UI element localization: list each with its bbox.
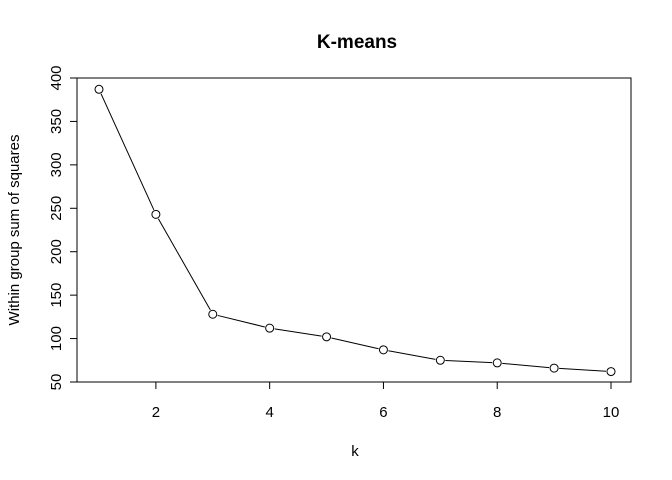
data-point <box>436 356 444 364</box>
y-tick-label: 200 <box>48 239 65 264</box>
y-tick-label: 400 <box>48 65 65 90</box>
x-tick-label: 10 <box>603 404 620 421</box>
data-point <box>152 210 160 218</box>
x-tick-label: 8 <box>493 404 501 421</box>
y-axis-title: Within group sum of squares <box>6 135 23 326</box>
series-line-segment <box>101 94 154 210</box>
chart-title: K-means <box>317 32 397 53</box>
data-point <box>379 346 387 354</box>
series-layer <box>95 85 615 375</box>
x-axis: 2 4 6 8 10 <box>152 382 620 421</box>
y-tick-label: 350 <box>48 109 65 134</box>
series-line-segment <box>158 219 210 310</box>
series-line-segment <box>502 363 549 367</box>
y-tick-label: 300 <box>48 152 65 177</box>
data-point <box>493 359 501 367</box>
series-line-segment <box>218 315 265 327</box>
y-tick-label: 50 <box>48 374 65 391</box>
data-point <box>95 85 103 93</box>
x-axis-title: k <box>351 443 359 460</box>
data-point <box>550 364 558 372</box>
series-line-segment <box>331 338 378 349</box>
y-tick-label: 250 <box>48 196 65 221</box>
series-line-segment <box>559 368 606 371</box>
x-tick-label: 4 <box>265 404 273 421</box>
data-point <box>209 310 217 318</box>
plot-frame <box>77 78 631 382</box>
x-tick-label: 2 <box>152 404 160 421</box>
data-point <box>266 324 274 332</box>
series-line-segment <box>388 351 435 360</box>
series-line-segment <box>275 329 322 336</box>
y-tick-label: 150 <box>48 283 65 308</box>
y-tick-label: 100 <box>48 326 65 351</box>
series-line-segment <box>445 361 492 363</box>
data-point <box>323 333 331 341</box>
x-tick-label: 6 <box>379 404 387 421</box>
data-point <box>607 368 615 376</box>
y-axis: 50 100 150 200 250 300 350 400 <box>48 65 77 390</box>
